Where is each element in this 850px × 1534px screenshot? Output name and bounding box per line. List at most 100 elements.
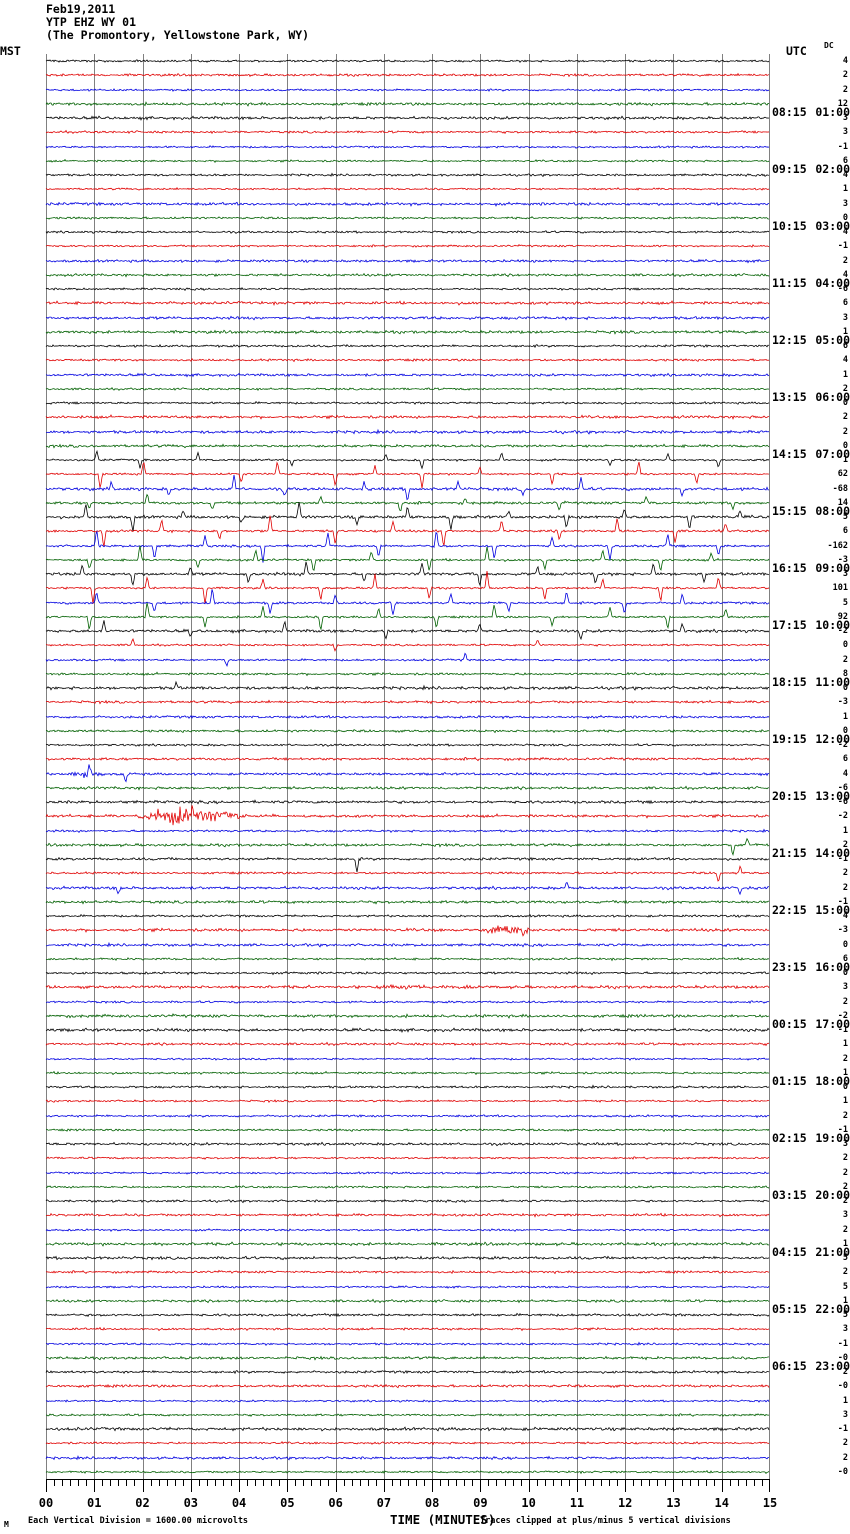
dc-value-row-65: 3 <box>842 982 848 993</box>
trace-row-39 <box>45 600 770 634</box>
trace-row-80 <box>45 1184 770 1218</box>
dc-value-row-18: 3 <box>842 312 848 323</box>
mst-time-label-2100: 21:00 <box>815 1245 850 1259</box>
x-minor-tick <box>456 1479 458 1486</box>
dc-value-row-10: 3 <box>842 198 848 209</box>
trace-row-42 <box>45 643 770 677</box>
trace-row-14 <box>45 244 770 278</box>
trace-row-76 <box>45 1127 770 1161</box>
trace-row-79 <box>45 1170 770 1204</box>
mst-time-label-0900: 09:00 <box>815 561 850 575</box>
utc-time-label-2215: 22:15 <box>772 903 807 917</box>
x-minor-tick <box>633 1479 635 1486</box>
dc-value-row-15: 4 <box>842 269 848 280</box>
trace-row-10 <box>45 187 770 221</box>
x-minor-tick <box>609 1479 611 1486</box>
x-minor-tick <box>705 1479 707 1486</box>
dc-value-row-92: 2 <box>842 1367 848 1378</box>
mst-time-label-1200: 12:00 <box>815 732 850 746</box>
utc-time-label-0615: 06:15 <box>772 1359 807 1373</box>
x-minor-tick <box>729 1479 731 1486</box>
x-minor-tick <box>214 1479 216 1486</box>
dc-value-row-64: 0 <box>842 968 848 979</box>
x-minor-tick <box>391 1479 393 1486</box>
dc-value-row-23: 2 <box>842 383 848 394</box>
dc-value-row-22: 1 <box>842 369 848 380</box>
trace-row-90 <box>45 1327 770 1361</box>
mst-axis-label: MST <box>0 44 21 58</box>
dc-value-row-2: 2 <box>842 84 848 95</box>
dc-value-row-42: 2 <box>842 654 848 665</box>
trace-row-21 <box>45 343 770 377</box>
x-minor-tick <box>150 1479 152 1486</box>
x-minor-tick <box>544 1479 546 1486</box>
mst-time-label-1800: 18:00 <box>815 1074 850 1088</box>
x-minor-tick <box>375 1479 377 1486</box>
seismogram-plot[interactable] <box>45 54 770 1479</box>
trace-row-33 <box>45 514 770 548</box>
utc-time-label-1115: 11:15 <box>772 276 807 290</box>
dc-value-row-60: 4 <box>842 911 848 922</box>
x-tick-label-04: 04 <box>231 1496 247 1510</box>
dc-value-row-95: 3 <box>842 1409 848 1420</box>
dc-column-label: DC <box>824 41 834 50</box>
x-minor-tick <box>102 1479 104 1486</box>
trace-row-95 <box>45 1398 770 1432</box>
x-tick-label-08: 08 <box>424 1496 440 1510</box>
dc-value-row-84: 5 <box>842 1253 848 1264</box>
mst-time-label-1300: 13:00 <box>815 789 850 803</box>
x-minor-tick <box>182 1479 184 1486</box>
x-major-tick-09 <box>480 1479 482 1492</box>
trace-row-36 <box>45 557 770 591</box>
trace-row-69 <box>45 1027 770 1061</box>
dc-value-row-93: -0 <box>837 1381 848 1392</box>
dc-value-row-40: -2 <box>837 626 848 637</box>
dc-value-row-77: 2 <box>842 1153 848 1164</box>
trace-row-93 <box>45 1369 770 1403</box>
utc-axis-label: UTC <box>786 44 807 58</box>
mst-time-label-0800: 08:00 <box>815 504 850 518</box>
grid-line-minute-05 <box>287 54 289 1479</box>
utc-time-label-0115: 01:15 <box>772 1074 807 1088</box>
x-minor-tick <box>617 1479 619 1486</box>
trace-row-3 <box>45 87 770 121</box>
x-minor-tick <box>552 1479 554 1486</box>
x-major-tick-06 <box>335 1479 337 1492</box>
dc-value-row-33: 6 <box>842 526 848 537</box>
dc-value-row-11: 0 <box>842 212 848 223</box>
trace-row-92 <box>45 1355 770 1389</box>
dc-value-row-9: 1 <box>842 184 848 195</box>
x-minor-tick <box>166 1479 168 1486</box>
dc-value-row-29: 62 <box>837 469 848 480</box>
trace-row-62 <box>45 928 770 962</box>
dc-value-row-52: -6 <box>837 797 848 808</box>
trace-row-61 <box>45 913 770 947</box>
dc-value-row-46: 1 <box>842 711 848 722</box>
mst-time-label-1100: 11:00 <box>815 675 850 689</box>
trace-row-20 <box>45 329 770 363</box>
x-tick-label-02: 02 <box>135 1496 150 1510</box>
x-minor-tick <box>408 1479 409 1486</box>
utc-time-label-0515: 05:15 <box>772 1302 807 1316</box>
x-minor-tick <box>231 1479 233 1486</box>
dc-value-row-44: 0 <box>842 683 848 694</box>
x-tick-label-00: 00 <box>38 1496 54 1510</box>
trace-row-13 <box>45 229 770 263</box>
dc-value-row-94: 1 <box>842 1395 848 1406</box>
utc-time-label-0215: 02:15 <box>772 1131 807 1145</box>
x-minor-tick <box>399 1479 401 1486</box>
utc-time-label-1715: 17:15 <box>772 618 807 632</box>
x-axis-title: TIME (MINUTES) <box>390 1512 496 1527</box>
x-minor-tick <box>713 1479 715 1486</box>
x-minor-tick <box>657 1479 659 1486</box>
x-major-tick-02 <box>142 1479 144 1492</box>
dc-value-row-5: 3 <box>842 127 848 138</box>
x-minor-tick <box>134 1479 136 1486</box>
trace-row-29 <box>45 457 770 491</box>
grid-line-minute-14 <box>721 54 723 1479</box>
trace-row-96 <box>45 1412 770 1446</box>
trace-row-57 <box>45 856 770 890</box>
grid-line-minute-00 <box>46 54 47 1479</box>
trace-row-94 <box>45 1384 770 1418</box>
x-minor-tick <box>641 1479 643 1486</box>
